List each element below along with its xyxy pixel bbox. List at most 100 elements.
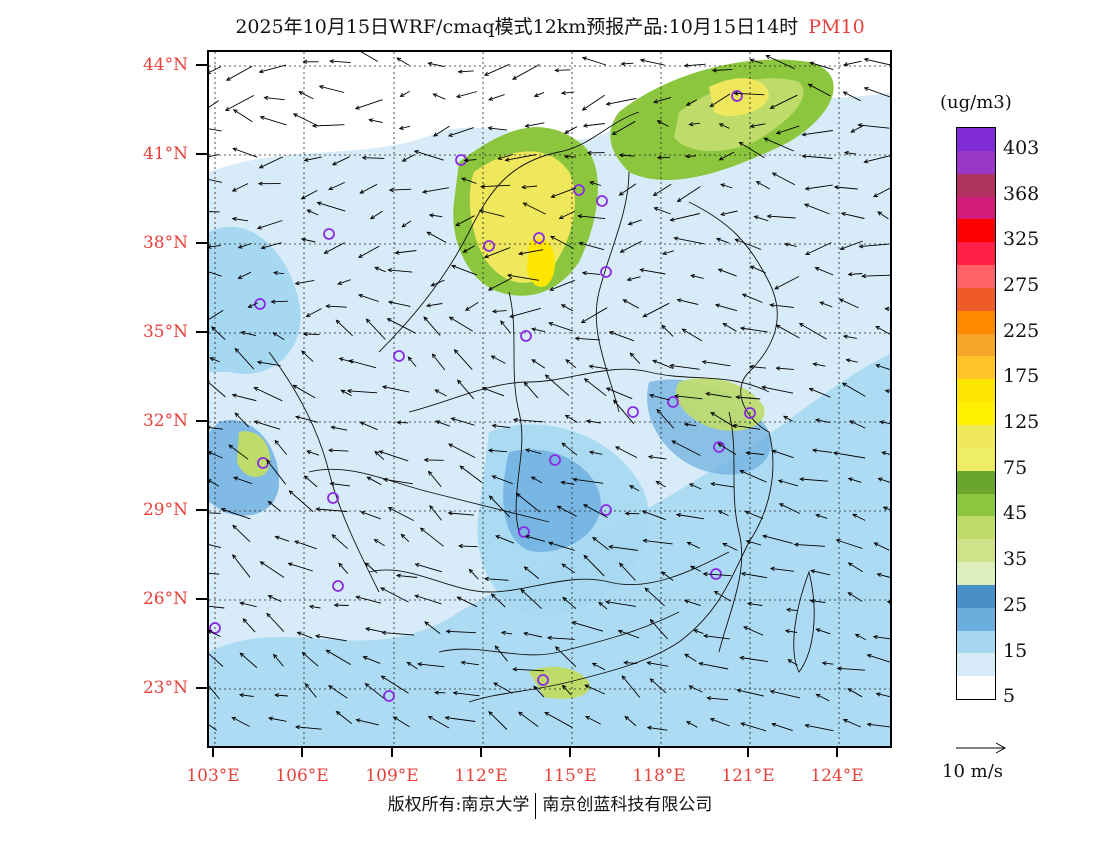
wind-vector-head bbox=[423, 457, 429, 463]
wind-vector bbox=[512, 64, 540, 80]
wind-vector bbox=[301, 238, 316, 243]
wind-vector bbox=[209, 724, 217, 731]
wind-vector-head bbox=[857, 123, 863, 128]
wind-vector bbox=[393, 716, 410, 728]
city-marker bbox=[518, 526, 530, 538]
wind-vector-head bbox=[263, 95, 269, 101]
wind-vector-head bbox=[231, 187, 237, 192]
wind-vector-head bbox=[448, 316, 454, 321]
wind-vector-head bbox=[237, 275, 243, 279]
wind-vector bbox=[764, 137, 794, 152]
wind-vector bbox=[719, 123, 730, 129]
wind-vector-head bbox=[497, 155, 503, 161]
wind-vector-head bbox=[861, 273, 866, 279]
wind-vector bbox=[259, 64, 287, 73]
wind-vector bbox=[848, 477, 862, 483]
wind-vector-head bbox=[355, 595, 361, 600]
wind-vector-head bbox=[359, 189, 365, 194]
wind-vector-head bbox=[458, 543, 463, 549]
wind-vector bbox=[360, 52, 379, 62]
wind-vector bbox=[305, 683, 317, 698]
city-marker bbox=[393, 350, 405, 362]
wind-vector bbox=[749, 366, 767, 369]
wind-vector bbox=[837, 667, 866, 671]
wind-vector-head bbox=[689, 565, 695, 570]
wind-vector-head bbox=[884, 306, 890, 312]
wind-vector-head bbox=[292, 384, 298, 389]
wind-vector-head bbox=[560, 90, 566, 96]
wind-vector-head bbox=[803, 203, 809, 208]
wind-vector-head bbox=[783, 242, 789, 247]
wind-vector-head bbox=[358, 293, 364, 299]
wind-vector bbox=[510, 307, 541, 318]
wind-vector-head bbox=[872, 634, 878, 640]
wind-vector bbox=[358, 294, 379, 302]
wind-vector-head bbox=[426, 231, 432, 236]
wind-vector bbox=[388, 301, 411, 307]
wind-vector-head bbox=[430, 282, 436, 287]
wind-vector bbox=[754, 215, 769, 222]
wind-vector bbox=[397, 421, 409, 424]
wind-vector-head bbox=[749, 58, 755, 63]
wind-vector-head bbox=[381, 385, 388, 390]
wind-vector-head bbox=[388, 187, 394, 193]
wind-vector-head bbox=[561, 442, 567, 448]
wind-vector-head bbox=[274, 535, 280, 540]
legend-color-cell bbox=[957, 265, 995, 288]
wind-vector-head bbox=[733, 91, 739, 96]
wind-vector bbox=[805, 184, 833, 190]
wind-vector-head bbox=[701, 360, 707, 365]
wind-vector bbox=[643, 302, 670, 318]
wind-vector-head bbox=[598, 601, 604, 607]
wind-vector bbox=[257, 220, 283, 229]
wind-vector bbox=[662, 250, 674, 255]
wind-vector-head bbox=[656, 155, 662, 160]
wind-vector bbox=[586, 420, 601, 424]
wind-vector bbox=[209, 479, 220, 487]
wind-vector bbox=[453, 692, 480, 697]
wind-vector-head bbox=[581, 270, 587, 276]
wind-vector bbox=[551, 187, 576, 198]
wind-vector bbox=[864, 58, 890, 66]
wind-vector-head bbox=[456, 596, 462, 601]
wind-vector bbox=[878, 478, 890, 483]
wind-vector-head bbox=[413, 150, 419, 155]
wind-vector-head bbox=[709, 102, 715, 108]
wind-vector bbox=[582, 272, 601, 275]
wind-vector bbox=[880, 421, 890, 425]
wind-vector-head bbox=[308, 604, 314, 609]
wind-vector bbox=[858, 124, 890, 129]
wind-vector bbox=[363, 656, 381, 664]
wind-vector bbox=[839, 298, 859, 309]
wind-vector-head bbox=[288, 490, 294, 495]
wind-vector-head bbox=[483, 254, 489, 259]
wind-vector bbox=[356, 719, 380, 726]
wind-vector bbox=[644, 587, 665, 607]
wind-vector-head bbox=[272, 332, 278, 337]
wind-vector bbox=[640, 59, 665, 66]
wind-vector bbox=[619, 562, 636, 581]
wind-vector bbox=[873, 187, 890, 197]
wind-vector bbox=[272, 332, 285, 341]
wind-vector-head bbox=[378, 450, 384, 455]
wind-vector bbox=[561, 442, 578, 456]
wind-vector bbox=[609, 331, 635, 342]
wind-vector-head bbox=[314, 634, 321, 639]
wind-vector-head bbox=[613, 399, 618, 405]
lat-label: 41°N bbox=[142, 144, 188, 164]
wind-vector-head bbox=[777, 479, 783, 484]
wind-vector bbox=[693, 629, 704, 635]
wind-vector-head bbox=[660, 571, 666, 576]
wind-vector bbox=[648, 456, 667, 460]
wind-vector bbox=[507, 274, 539, 281]
footer-divider bbox=[535, 792, 537, 819]
wind-vector bbox=[238, 243, 252, 249]
lat-tick bbox=[196, 153, 207, 155]
wind-vector bbox=[628, 219, 642, 225]
wind-vector bbox=[876, 364, 890, 371]
wind-vector bbox=[463, 245, 475, 253]
wind-vector bbox=[584, 684, 605, 695]
wind-vector bbox=[719, 151, 735, 161]
legend-label: 5 bbox=[1003, 685, 1016, 708]
wind-vector-head bbox=[815, 513, 821, 518]
